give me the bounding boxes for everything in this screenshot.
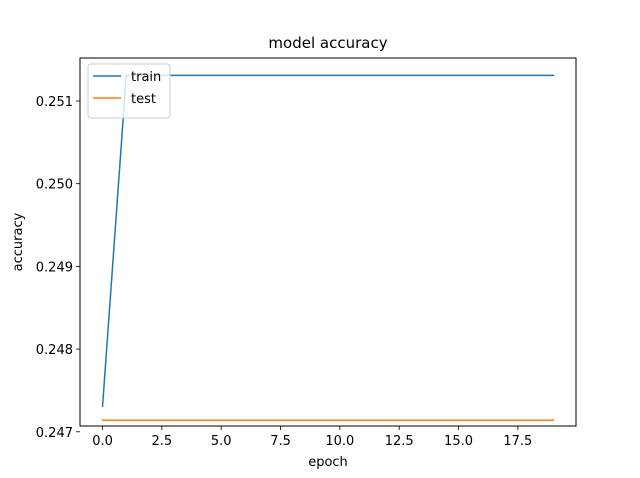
x-tick-label: 2.5 bbox=[152, 434, 173, 449]
x-tick-label: 5.0 bbox=[211, 434, 232, 449]
y-tick-label: 0.248 bbox=[36, 343, 73, 358]
plot-frame bbox=[79, 57, 577, 427]
x-axis-ticks: 0.0 2.5 5.0 7.5 10.0 12.5 15.0 17.5 bbox=[92, 426, 532, 449]
legend-box bbox=[87, 63, 171, 119]
y-tick-label: 0.251 bbox=[36, 95, 73, 110]
y-tick-label: 0.247 bbox=[36, 426, 73, 441]
x-tick-label: 12.5 bbox=[385, 434, 414, 449]
y-tick-label: 0.249 bbox=[36, 260, 73, 275]
x-tick-label: 10.0 bbox=[325, 434, 354, 449]
legend: train test bbox=[87, 63, 171, 119]
chart-title: model accuracy bbox=[268, 34, 387, 52]
y-axis-label: accuracy bbox=[11, 212, 26, 271]
y-tick-label: 0.250 bbox=[36, 178, 73, 193]
plot-lines bbox=[101, 74, 555, 421]
x-axis-label: epoch bbox=[308, 455, 348, 470]
x-tick-label: 15.0 bbox=[444, 434, 473, 449]
legend-label-train: train bbox=[131, 70, 161, 85]
x-tick-label: 7.5 bbox=[270, 434, 291, 449]
y-axis-ticks: 0.247 0.248 0.249 0.250 0.251 bbox=[36, 95, 80, 441]
series-line-train bbox=[101, 74, 555, 407]
legend-label-test: test bbox=[131, 92, 156, 107]
x-tick-label: 0.0 bbox=[92, 434, 113, 449]
x-tick-label: 17.5 bbox=[503, 434, 532, 449]
